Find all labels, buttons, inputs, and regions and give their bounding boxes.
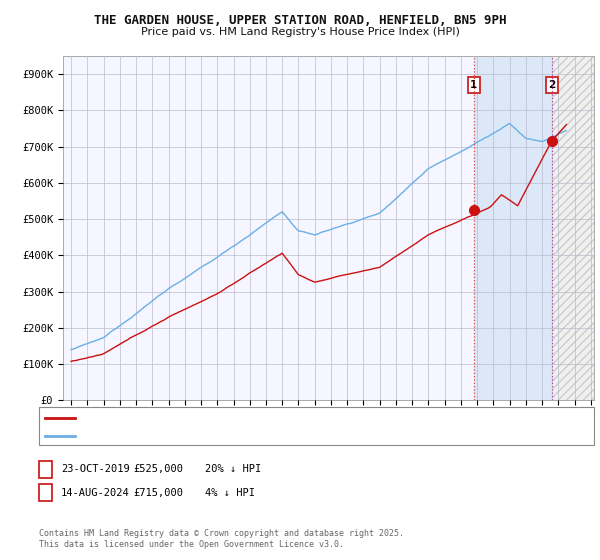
Text: THE GARDEN HOUSE, UPPER STATION ROAD, HENFIELD, BN5 9PH: THE GARDEN HOUSE, UPPER STATION ROAD, HE…: [94, 14, 506, 27]
Bar: [552, 56, 594, 400]
Text: 23-OCT-2019: 23-OCT-2019: [61, 464, 130, 474]
Bar: [552, 56, 594, 400]
Text: Contains HM Land Registry data © Crown copyright and database right 2025.
This d: Contains HM Land Registry data © Crown c…: [39, 529, 404, 549]
Text: 20% ↓ HPI: 20% ↓ HPI: [205, 464, 262, 474]
Text: 2: 2: [548, 80, 556, 90]
Text: 14-AUG-2024: 14-AUG-2024: [61, 488, 130, 498]
Text: THE GARDEN HOUSE, UPPER STATION ROAD, HENFIELD, BN5 9PH (detached house): THE GARDEN HOUSE, UPPER STATION ROAD, HE…: [81, 413, 495, 422]
Text: £715,000: £715,000: [133, 488, 183, 498]
Text: 4% ↓ HPI: 4% ↓ HPI: [205, 488, 255, 498]
Text: 1: 1: [470, 80, 478, 90]
Text: 2: 2: [42, 488, 49, 498]
Bar: [474, 56, 552, 400]
Text: Price paid vs. HM Land Registry's House Price Index (HPI): Price paid vs. HM Land Registry's House …: [140, 27, 460, 37]
Text: £525,000: £525,000: [133, 464, 183, 474]
Text: 1: 1: [42, 464, 49, 474]
Text: HPI: Average price, detached house, Horsham: HPI: Average price, detached house, Hors…: [81, 431, 328, 440]
